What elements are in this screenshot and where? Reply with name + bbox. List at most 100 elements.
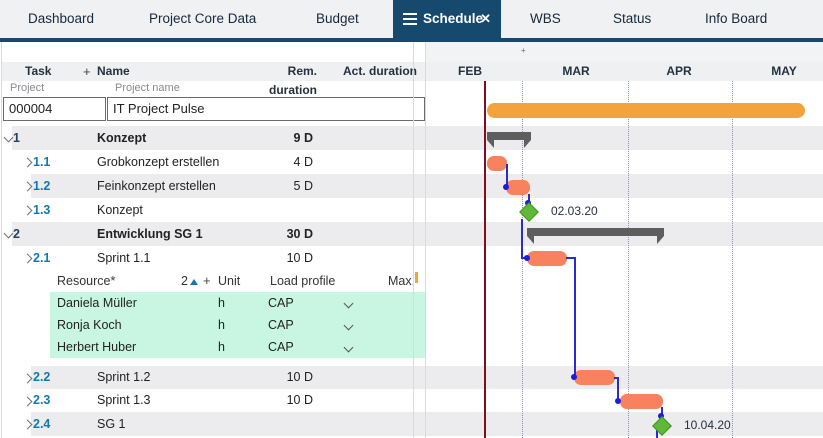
resource-col-header: Resource* bbox=[57, 274, 116, 288]
project-id-label: Project bbox=[10, 82, 45, 94]
summary-tail bbox=[527, 236, 534, 244]
resource-load-profile: CAP bbox=[268, 318, 294, 332]
task-name: Grobkonzept erstellen bbox=[97, 155, 220, 169]
chevron-down-icon[interactable] bbox=[3, 228, 14, 239]
row-bg bbox=[31, 412, 425, 436]
chevron-down-icon[interactable] bbox=[3, 132, 14, 143]
task-row[interactable]: 1.3 Konzept bbox=[0, 198, 425, 222]
gantt-stripe bbox=[426, 412, 823, 436]
col-name: Name bbox=[97, 64, 130, 78]
chevron-right-icon[interactable] bbox=[22, 419, 33, 430]
task-number: 2 bbox=[13, 227, 20, 241]
task-name: Sprint 1.2 bbox=[97, 370, 151, 384]
gantt-bar-sprint-1-1[interactable] bbox=[527, 251, 567, 266]
resource-row[interactable]: Ronja Koch h CAP bbox=[0, 314, 425, 336]
dependency-line bbox=[574, 257, 576, 378]
task-row[interactable]: 2.2 Sprint 1.2 10 D bbox=[0, 366, 425, 389]
month-may: MAY bbox=[771, 64, 797, 78]
col-act-duration: Act. duration bbox=[343, 64, 417, 78]
summary-tail bbox=[657, 236, 664, 244]
chevron-right-icon[interactable] bbox=[22, 181, 33, 192]
dependency-dot bbox=[503, 184, 509, 190]
tab-budget[interactable]: Budget bbox=[316, 11, 359, 26]
task-number: 1.2 bbox=[33, 179, 51, 193]
sort-asc-icon bbox=[189, 279, 198, 285]
tab-status[interactable]: Status bbox=[613, 11, 652, 26]
dependency-dot bbox=[524, 255, 530, 261]
chevron-right-icon[interactable] bbox=[22, 396, 33, 407]
resource-header-row: Resource* 2 + Unit Load profile Max. bbox=[0, 270, 425, 292]
menu-icon[interactable] bbox=[403, 13, 417, 25]
task-rem-duration: 10 D bbox=[286, 251, 313, 265]
chevron-right-icon[interactable] bbox=[22, 373, 33, 384]
task-row[interactable]: 2.3 Sprint 1.3 10 D bbox=[0, 389, 425, 412]
task-row[interactable]: 2 Entwicklung SG 1 30 D bbox=[0, 222, 425, 246]
task-number: 2.1 bbox=[33, 251, 51, 265]
task-rem-duration: 30 D bbox=[286, 227, 313, 241]
gantt-bar-grobkonzept[interactable] bbox=[487, 156, 507, 171]
col-task: Task bbox=[25, 64, 52, 78]
task-name: SG 1 bbox=[97, 417, 126, 431]
task-number: 2.2 bbox=[33, 370, 51, 384]
task-row[interactable]: 2.4 SG 1 bbox=[0, 412, 425, 436]
chevron-down-icon[interactable] bbox=[343, 320, 354, 331]
close-icon[interactable]: ✕ bbox=[480, 11, 491, 26]
resource-row[interactable]: Daniela Müller h CAP bbox=[0, 292, 425, 314]
project-name-field[interactable]: IT Project Pulse bbox=[107, 97, 425, 121]
task-name: Entwicklung SG 1 bbox=[97, 227, 203, 241]
dependency-line bbox=[661, 407, 663, 417]
dependency-line bbox=[617, 377, 619, 402]
milestone-date-label: 10.04.20 bbox=[684, 418, 731, 432]
tab-wbs[interactable]: WBS bbox=[530, 11, 561, 26]
resource-name: Daniela Müller bbox=[57, 296, 137, 310]
max-col-header: Max. bbox=[388, 274, 416, 288]
add-column-button[interactable]: + bbox=[83, 64, 91, 79]
add-resource-button[interactable]: + bbox=[203, 273, 211, 288]
tab-schedule[interactable]: Schedule ✕ bbox=[393, 0, 501, 42]
chevron-right-icon[interactable] bbox=[22, 253, 33, 264]
gantt-bar-project[interactable] bbox=[487, 103, 805, 118]
resource-load-profile: CAP bbox=[268, 340, 294, 354]
task-name: Sprint 1.1 bbox=[97, 251, 151, 265]
chevron-down-icon[interactable] bbox=[343, 298, 354, 309]
dependency-dot bbox=[615, 398, 621, 404]
dependency-line bbox=[528, 194, 530, 203]
gantt-summary-bar-konzept[interactable] bbox=[487, 132, 531, 140]
sort-indicator[interactable]: 2 bbox=[181, 270, 198, 292]
month-apr: APR bbox=[666, 64, 692, 78]
gantt-stripe bbox=[426, 366, 823, 389]
resource-row[interactable]: Herbert Huber h CAP bbox=[0, 336, 425, 358]
column-accent bbox=[415, 272, 418, 283]
chevron-right-icon[interactable] bbox=[22, 205, 33, 216]
panel-splitter[interactable] bbox=[413, 42, 414, 438]
task-number: 2.4 bbox=[33, 417, 51, 431]
task-row[interactable]: 1 Konzept 9 D bbox=[0, 126, 425, 150]
column-header-band bbox=[2, 62, 823, 81]
tab-info-board[interactable]: Info Board bbox=[705, 11, 768, 26]
task-row[interactable]: 1.1 Grobkonzept erstellen 4 D bbox=[0, 150, 425, 174]
task-row[interactable]: 2.1 Sprint 1.1 10 D bbox=[0, 246, 425, 270]
row-bg bbox=[12, 126, 425, 150]
chevron-down-icon[interactable] bbox=[343, 342, 354, 353]
chevron-right-icon[interactable] bbox=[22, 157, 33, 168]
project-id-field[interactable]: 000004 bbox=[3, 97, 106, 121]
gantt-bar-sprint-1-2[interactable] bbox=[574, 370, 615, 385]
project-name-label: Project name bbox=[115, 82, 180, 94]
gantt-summary-bar-entwicklung[interactable] bbox=[527, 228, 664, 236]
task-row[interactable]: 1.2 Feinkonzept erstellen 5 D bbox=[0, 174, 425, 198]
task-rem-duration: 9 D bbox=[293, 131, 313, 145]
gantt-border bbox=[425, 42, 426, 438]
resource-highlight bbox=[50, 292, 425, 358]
date-marker-line bbox=[484, 81, 486, 438]
tab-project-core-data[interactable]: Project Core Data bbox=[149, 11, 257, 26]
gantt-bar-sprint-1-3[interactable] bbox=[620, 394, 663, 409]
month-feb: FEB bbox=[458, 64, 482, 78]
summary-tail bbox=[487, 140, 494, 148]
dependency-dot bbox=[571, 374, 577, 380]
task-name: Konzept bbox=[97, 131, 147, 145]
tab-dashboard[interactable]: Dashboard bbox=[28, 11, 95, 26]
gantt-bar-feinkonzept[interactable] bbox=[506, 180, 530, 195]
task-rem-duration: 4 D bbox=[293, 155, 313, 169]
col-rem-duration: Rem. duration bbox=[269, 64, 317, 97]
